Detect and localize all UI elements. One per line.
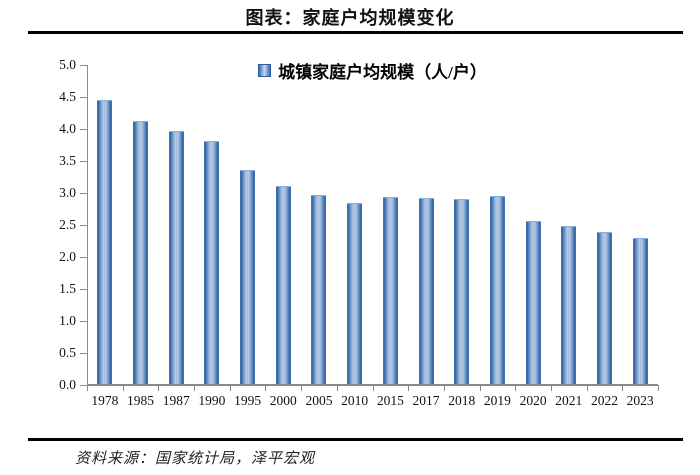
x-tick	[550, 385, 552, 391]
y-tick	[80, 385, 87, 386]
x-tick-label: 2010	[341, 393, 369, 408]
x-tick-label: 2023	[626, 393, 654, 408]
x-tick	[122, 385, 124, 391]
bar-1995	[240, 169, 256, 385]
x-tick-label: 2022	[590, 393, 618, 408]
bar-2020	[525, 220, 541, 385]
bar-2022	[596, 232, 612, 385]
x-tick	[194, 385, 196, 391]
x-tick-label: 2020	[519, 393, 547, 408]
y-tick-label: 2.0	[59, 249, 76, 264]
y-tick	[80, 161, 87, 162]
y-tick-label: 2.5	[59, 217, 76, 232]
y-tick-label: 3.5	[59, 153, 76, 168]
bar-2010	[347, 202, 363, 385]
y-axis-line	[87, 65, 88, 385]
y-tick	[80, 289, 87, 290]
y-tick	[80, 97, 87, 98]
x-tick-label: 1987	[162, 393, 190, 408]
x-tick-label: 2018	[448, 393, 476, 408]
x-tick-label: 1990	[198, 393, 226, 408]
bar-1978	[97, 99, 113, 385]
y-tick	[80, 257, 87, 258]
y-tick	[80, 129, 87, 130]
bar-2015	[382, 197, 398, 385]
x-tick-label: 1978	[91, 393, 119, 408]
x-tick	[515, 385, 517, 391]
x-tick	[336, 385, 338, 391]
bar-2005	[311, 194, 327, 385]
bar-2017	[418, 198, 434, 385]
legend-series-label: 城镇家庭户均规模（人/户）	[278, 62, 487, 82]
y-tick	[80, 321, 87, 322]
x-tick-label: 2005	[305, 393, 333, 408]
x-tick-label: 2015	[376, 393, 404, 408]
bar-1985	[133, 121, 149, 385]
x-tick-label: 2000	[269, 393, 297, 408]
legend: 城镇家庭户均规模（人/户）	[87, 60, 658, 82]
chart-title: 图表：家庭户均规模变化	[245, 8, 455, 28]
x-tick-label: 2019	[483, 393, 511, 408]
x-tick	[479, 385, 481, 391]
x-tick-label: 1995	[234, 393, 262, 408]
source-note: 资料来源：国家统计局，泽平宏观	[75, 451, 316, 467]
x-tick	[658, 385, 659, 391]
bar-1990	[204, 140, 220, 385]
bar-1987	[168, 130, 184, 385]
x-tick	[372, 385, 374, 391]
x-tick	[301, 385, 303, 391]
y-tick-label: 0.0	[59, 377, 76, 392]
x-tick-label: 2017	[412, 393, 440, 408]
y-tick-label: 3.0	[59, 185, 76, 200]
x-tick	[158, 385, 160, 391]
y-tick	[80, 193, 87, 194]
bar-2021	[561, 226, 577, 385]
y-tick-label: 1.0	[59, 313, 76, 328]
x-tick	[229, 385, 231, 391]
x-tick-label: 1985	[127, 393, 155, 408]
bar-2023	[632, 238, 648, 385]
x-tick	[622, 385, 624, 391]
y-tick-label: 4.0	[59, 121, 76, 136]
x-tick-label: 2021	[555, 393, 583, 408]
bar-2000	[275, 185, 291, 385]
y-tick-label: 1.5	[59, 281, 76, 296]
x-tick	[265, 385, 267, 391]
y-tick	[80, 353, 87, 354]
y-tick-label: 0.5	[59, 345, 76, 360]
x-tick	[408, 385, 410, 391]
x-tick	[87, 385, 88, 391]
y-tick-label: 4.5	[59, 89, 76, 104]
x-tick	[586, 385, 588, 391]
y-tick-label: 5.0	[59, 57, 76, 72]
y-tick	[80, 65, 87, 66]
top-rule	[28, 31, 683, 34]
bottom-rule	[28, 438, 683, 441]
x-tick	[443, 385, 445, 391]
bar-2019	[489, 196, 505, 385]
y-tick	[80, 225, 87, 226]
bar-2018	[454, 198, 470, 385]
legend-swatch-icon	[258, 63, 272, 77]
